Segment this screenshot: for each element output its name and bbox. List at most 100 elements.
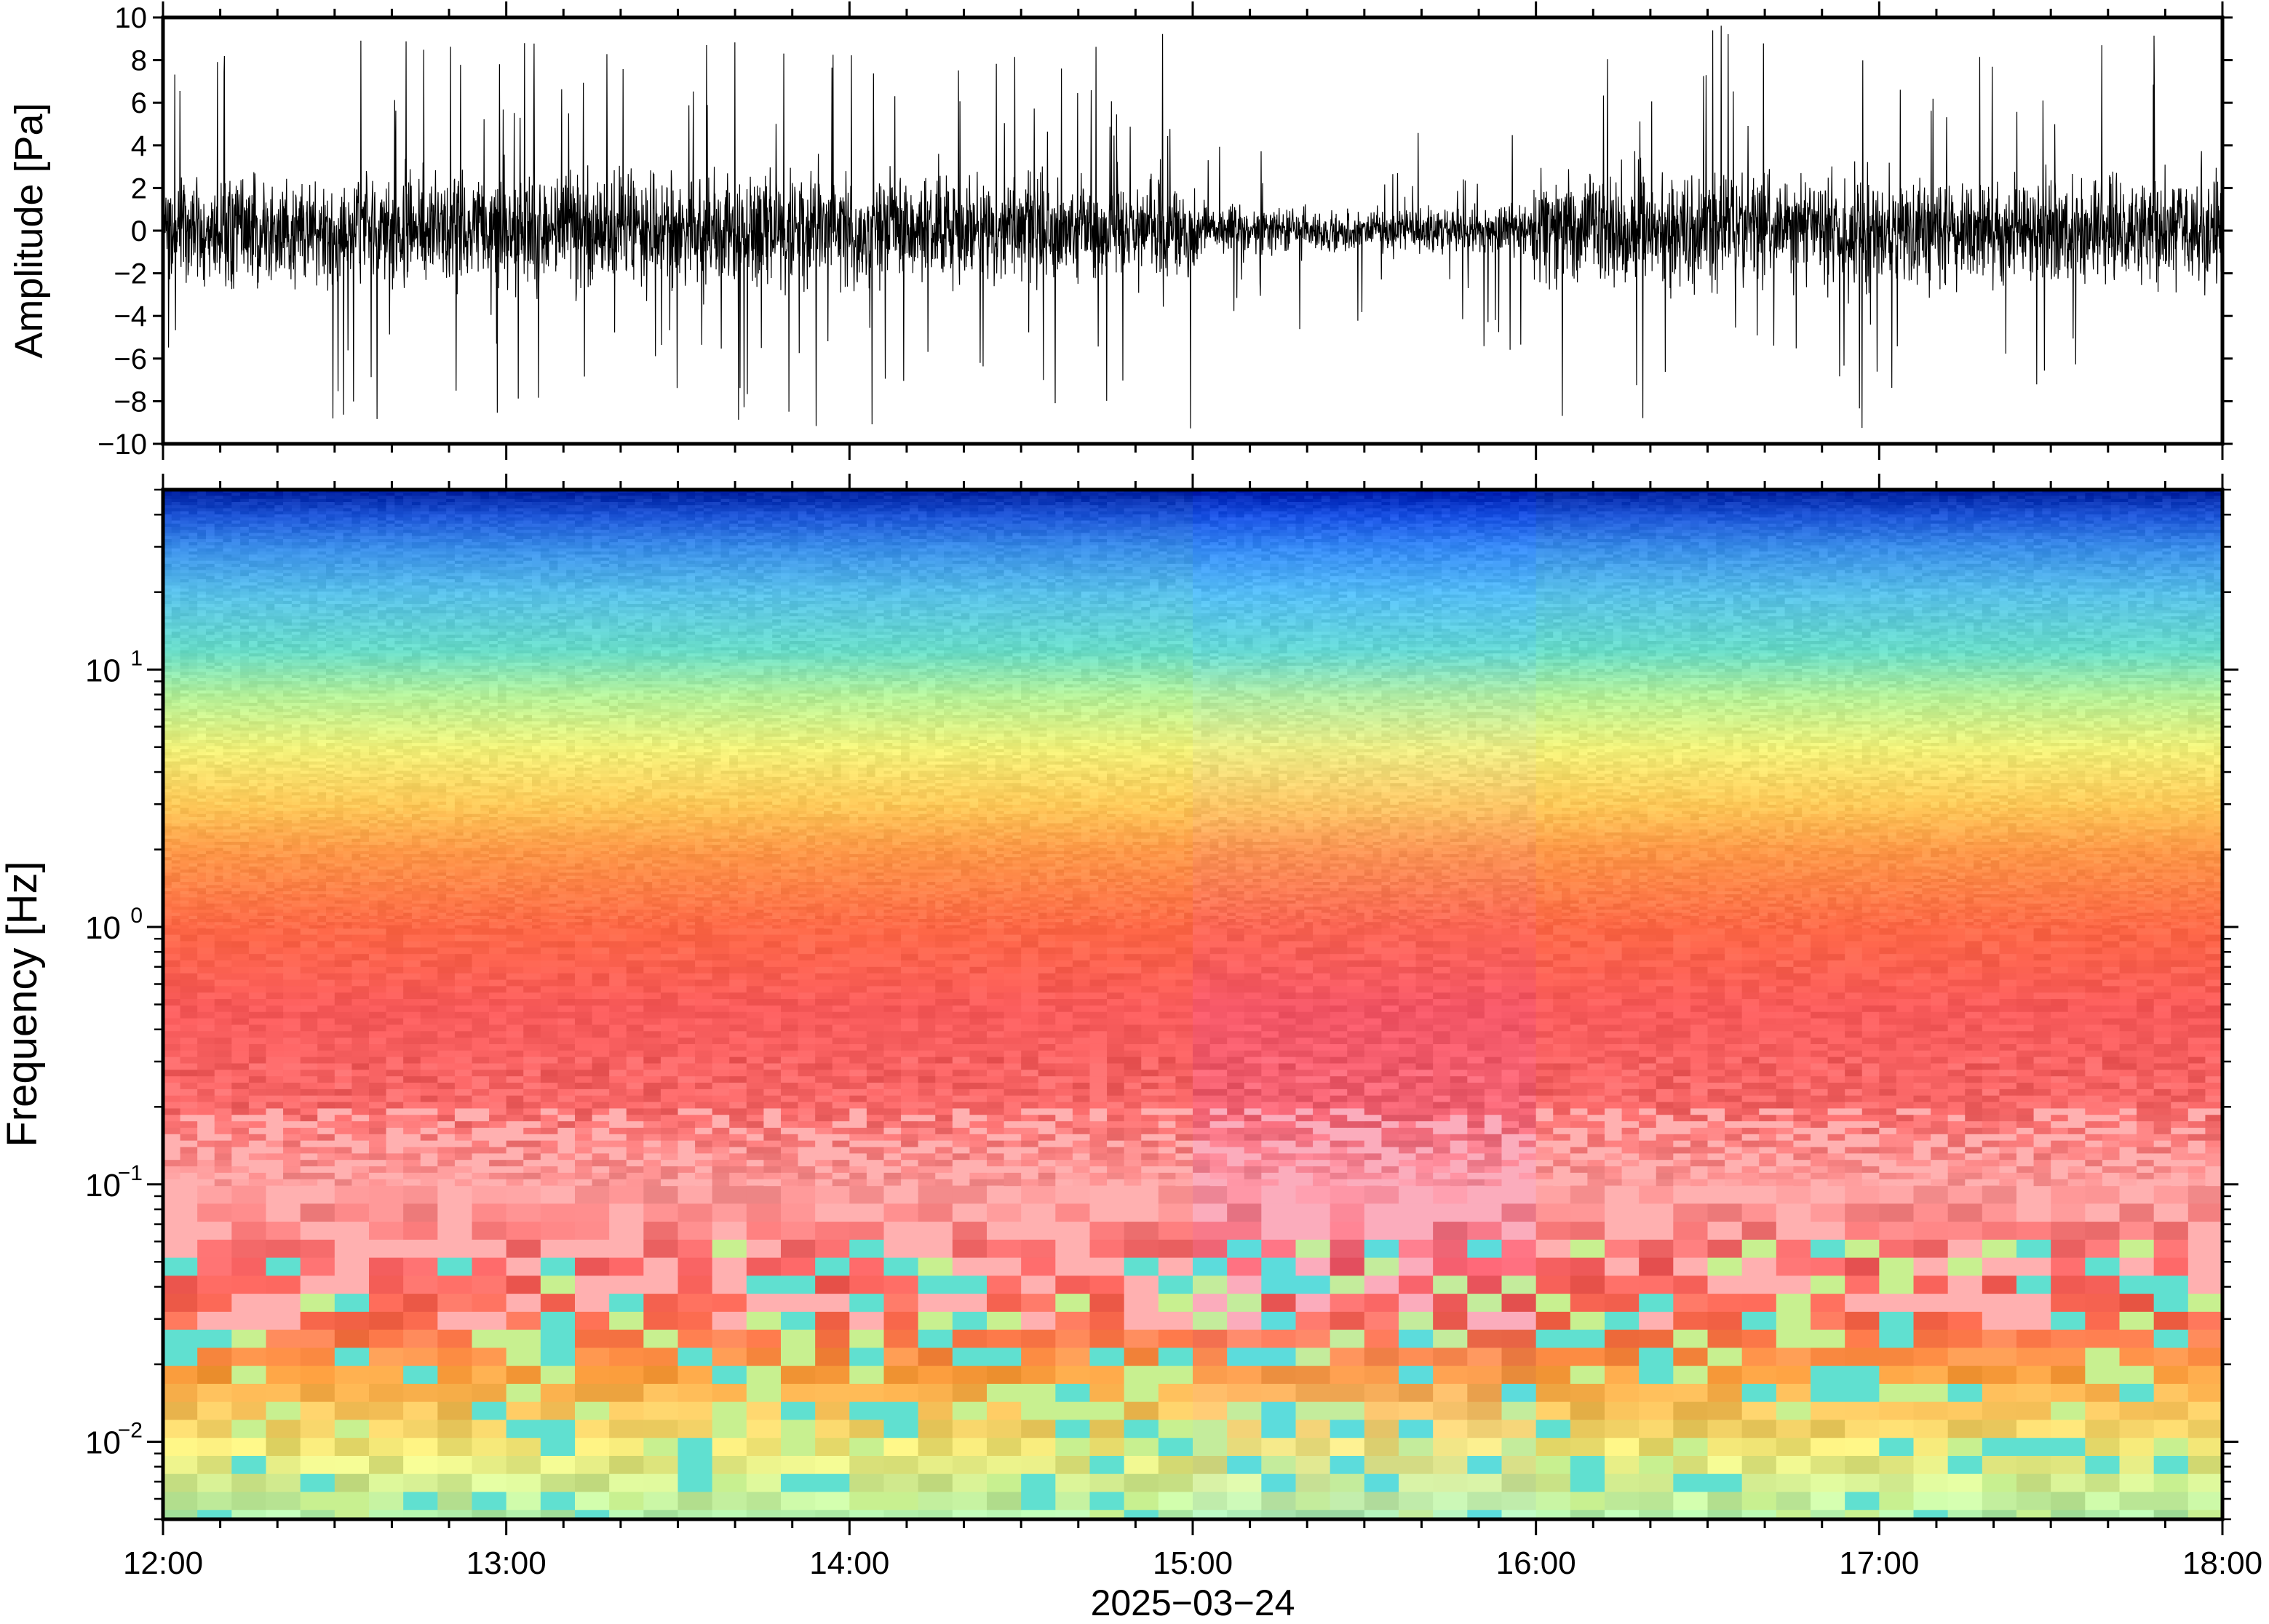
spectrogram-cell xyxy=(283,715,293,719)
spectrogram-cell xyxy=(231,1420,267,1438)
spectrogram-cell xyxy=(351,1134,370,1142)
spectrogram-cell xyxy=(326,505,335,509)
spectrogram-cell xyxy=(369,829,378,833)
spectrogram-cell xyxy=(403,1088,421,1096)
spectrogram-cell xyxy=(317,755,327,759)
spectrogram-cell xyxy=(369,1063,387,1070)
spectrogram-cell xyxy=(231,1166,250,1174)
spectrogram-cell xyxy=(171,801,181,805)
spectrogram-cell xyxy=(266,1166,284,1174)
spectrogram-cell xyxy=(231,872,241,877)
spectrogram-cell xyxy=(205,662,215,666)
spectrogram-cell xyxy=(300,538,310,543)
spectrogram-cell xyxy=(300,1510,335,1519)
spectrogram-cell xyxy=(240,585,250,589)
spectrogram-cell xyxy=(197,841,207,845)
spectrogram-cell xyxy=(300,1311,335,1331)
spectrogram-cell xyxy=(334,891,344,895)
spectrogram-cell xyxy=(394,885,404,889)
spectrogram-cell xyxy=(360,768,370,771)
spectrogram-cell xyxy=(163,1510,198,1519)
spectrogram-cell xyxy=(240,508,250,512)
spectrogram-cell xyxy=(231,594,241,599)
spectrogram-cell xyxy=(205,650,215,654)
spectrogram-cell xyxy=(326,743,335,747)
spectrogram-cell xyxy=(334,925,344,929)
spectrogram-cell xyxy=(231,1401,267,1421)
spectrogram-cell xyxy=(163,604,172,608)
spectrogram-cell xyxy=(180,650,189,654)
spectrogram-cell xyxy=(231,1011,250,1019)
spectrogram-cell xyxy=(291,857,301,861)
spectrogram-cell xyxy=(231,811,241,815)
spectrogram-cell xyxy=(231,875,241,880)
spectrogram-cell xyxy=(163,739,172,744)
spectrogram-cell xyxy=(223,903,232,907)
spectrogram-cell xyxy=(300,629,310,632)
spectrogram-cell xyxy=(171,860,181,864)
spectrogram-cell xyxy=(403,979,421,987)
spectrogram-cell xyxy=(248,954,267,961)
spectrogram-cell xyxy=(223,875,232,880)
spectrogram-cell xyxy=(369,538,378,543)
spectrogram-cell xyxy=(369,616,378,620)
spectrogram-cell xyxy=(317,903,327,907)
spectrogram-cell xyxy=(231,1076,250,1083)
spectrogram-cell xyxy=(309,891,318,895)
spectrogram-cell xyxy=(351,804,361,808)
spectrogram-cell xyxy=(317,570,327,574)
spectrogram-cell xyxy=(163,538,172,543)
spectrogram-cell xyxy=(326,681,335,685)
spectrogram-cell xyxy=(188,878,198,883)
spectrogram-cell xyxy=(197,731,207,734)
spectrogram-cell xyxy=(343,882,353,885)
spectrogram-cell xyxy=(180,607,189,611)
spectrogram-cell xyxy=(283,755,293,759)
spectrogram-cell xyxy=(317,992,335,1000)
spectrogram-cell xyxy=(274,594,284,599)
spectrogram-cell xyxy=(351,811,361,815)
spectrogram-cell xyxy=(283,783,293,787)
spectrogram-cell xyxy=(231,882,241,885)
spectrogram-cell xyxy=(248,851,258,855)
spectrogram-cell xyxy=(326,501,335,506)
spectrogram-cell xyxy=(257,542,267,546)
spectrogram-cell xyxy=(197,563,207,568)
spectrogram-cell xyxy=(369,795,378,800)
spectrogram-cell xyxy=(283,511,293,515)
spectrogram-cell xyxy=(334,907,344,910)
spectrogram-cell xyxy=(377,761,387,765)
spectrogram-cell xyxy=(283,789,293,793)
spectrogram-cell xyxy=(360,832,370,837)
spectrogram-cell xyxy=(231,768,241,771)
spectrogram-cell xyxy=(403,1473,438,1493)
spectrogram-cell xyxy=(403,1311,438,1331)
spectrogram-cell xyxy=(309,857,318,861)
spectrogram-cell xyxy=(171,888,181,892)
spectrogram-cell xyxy=(326,536,335,540)
spectrogram-cell xyxy=(214,718,224,722)
spectrogram-cell xyxy=(274,597,284,602)
spectrogram-cell xyxy=(188,771,198,775)
spectrogram-cell xyxy=(394,557,404,562)
spectrogram-cell xyxy=(369,709,378,713)
spectrogram-cell xyxy=(231,563,241,568)
spectrogram-cell xyxy=(205,776,215,781)
spectrogram-cell xyxy=(163,693,172,698)
spectrogram-cell xyxy=(223,523,232,528)
spectrogram-cell xyxy=(386,604,395,608)
spectrogram-cell xyxy=(300,669,310,673)
spectrogram-cell xyxy=(317,582,327,586)
spectrogram-cell xyxy=(386,1031,404,1038)
spectrogram-cell xyxy=(403,761,413,765)
spectrogram-cell xyxy=(403,934,421,942)
spectrogram-cell xyxy=(394,647,404,651)
spectrogram-cell xyxy=(214,588,224,592)
spectrogram-cell xyxy=(214,709,224,713)
spectrogram-cell xyxy=(214,841,224,845)
spectrogram-cell xyxy=(248,585,258,589)
spectrogram-cell xyxy=(188,560,198,565)
spectrogram-cell xyxy=(197,835,207,840)
spectrogram-cell xyxy=(351,860,361,864)
